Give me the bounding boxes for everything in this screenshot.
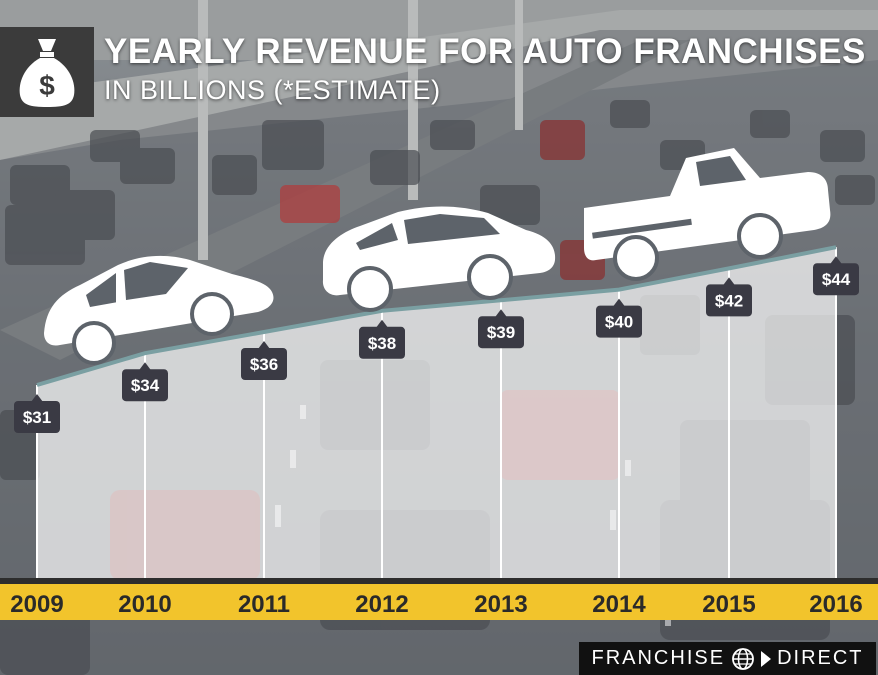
year-label-2014: 2014	[592, 591, 646, 618]
value-label-text: $40	[605, 313, 633, 332]
value-label-2014: $40	[596, 298, 642, 338]
year-label-2016: 2016	[809, 591, 862, 618]
value-label-2016: $44	[813, 256, 859, 296]
value-label-2012: $38	[359, 319, 405, 359]
value-label-2010: $34	[122, 362, 168, 402]
value-label-text: $31	[23, 408, 51, 427]
arrow-icon	[761, 650, 772, 667]
axis-divider	[0, 578, 878, 584]
value-label-text: $44	[822, 270, 851, 289]
money-bag-icon: $	[19, 39, 75, 107]
value-label-text: $42	[715, 291, 743, 310]
value-label-text: $34	[131, 376, 160, 395]
value-label-text: $36	[250, 355, 278, 374]
revenue-trend-line	[36, 245, 837, 387]
value-label-text: $38	[368, 334, 396, 353]
year-label-2013: 2013	[474, 591, 527, 618]
year-label-2010: 2010	[118, 591, 171, 618]
year-labels: 2009 2010 2011 2012 2013 2014 2015 2016	[10, 591, 862, 618]
globe-icon	[732, 647, 754, 670]
value-label-2009: $31	[14, 394, 60, 433]
value-labels: $31 $34 $36 $38 $39 $40 $42 $44	[14, 256, 859, 433]
pickup-truck-icon	[584, 148, 831, 281]
value-label-2011: $36	[241, 341, 287, 380]
sedan-icon	[322, 206, 556, 312]
value-label-2013: $39	[478, 309, 524, 349]
svg-text:$: $	[39, 70, 55, 101]
small-car-icon	[44, 255, 274, 365]
year-label-2009: 2009	[10, 591, 63, 618]
brand-name-left: FRANCHISE	[591, 647, 726, 669]
brand-name-right: DIRECT	[777, 647, 864, 669]
year-axis-band	[0, 584, 878, 620]
value-label-2015: $42	[706, 277, 752, 317]
value-label-text: $39	[487, 323, 515, 342]
header-icon-box: $	[0, 27, 94, 117]
chart-subtitle: IN BILLIONS (*ESTIMATE)	[104, 75, 441, 105]
year-label-2015: 2015	[702, 591, 755, 618]
franchise-direct-logo: FRANCHISE DIRECT	[579, 642, 876, 675]
chart-title: YEARLY REVENUE FOR AUTO FRANCHISES	[104, 32, 866, 71]
year-label-2012: 2012	[355, 591, 408, 618]
year-label-2011: 2011	[238, 591, 290, 618]
